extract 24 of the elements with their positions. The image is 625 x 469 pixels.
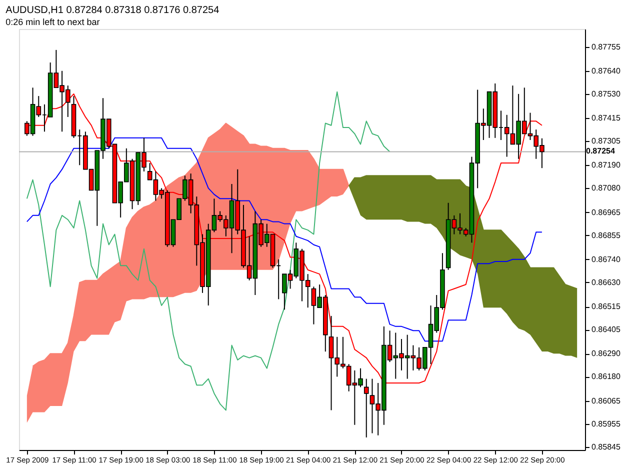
y-tick-label: 0.86965 [592,208,621,217]
y-tick-label: 0.86405 [592,325,621,334]
y-tick-label: 0.87080 [592,184,621,193]
y-tick-label: 0.87415 [592,114,621,123]
y-tick-label: 0.87530 [592,89,621,98]
line-series [26,137,542,342]
y-tick-label: 0.87640 [592,66,621,76]
y-tick-label: 0.87190 [592,160,621,170]
candlestick [364,378,369,438]
y-tick-label: 0.85955 [592,419,621,428]
y-tick-label: 0.86855 [592,230,621,240]
y-tick-label: 0.86065 [592,396,621,406]
y-tick-label: 0.86740 [592,254,621,264]
line-series [26,91,390,411]
y-tick-label: 0.87755 [592,42,621,52]
chart-title: AUDUSD,H1 0.87284 0.87318 0.87176 0.87254 [6,5,220,16]
ref-line-label: 0.87254 [586,146,616,156]
y-tick-label: 0.87305 [592,136,621,146]
chart-subtitle: 0:26 min left to next bar [6,17,100,27]
y-tick-label: 0.86515 [592,302,621,312]
y-tick-label: 0.86180 [592,372,621,382]
y-tick-label: 0.86630 [592,278,621,287]
y-tick-label: 0.86290 [592,349,621,358]
y-tick-label: 0.85845 [592,442,621,452]
